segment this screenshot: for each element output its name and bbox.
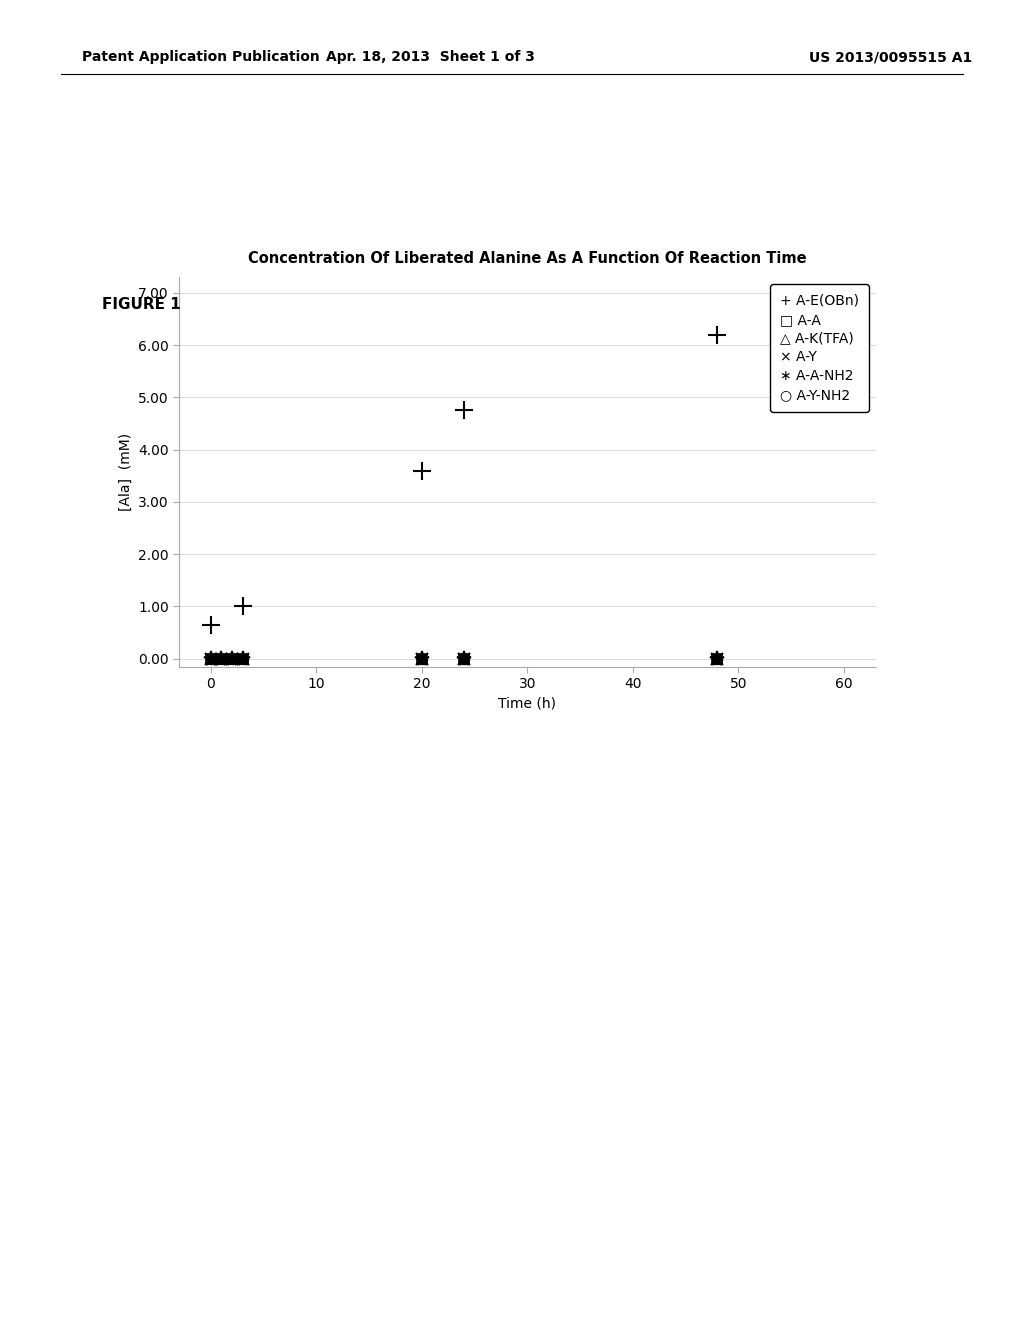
Line: A-E(OBn): A-E(OBn) <box>202 326 726 634</box>
A-Y-NH2 <box>226 651 239 667</box>
A-A-NH2 <box>215 651 227 667</box>
Line: A-A-NH2: A-A-NH2 <box>203 651 725 667</box>
Title: Concentration Of Liberated Alanine As A Function Of Reaction Time: Concentration Of Liberated Alanine As A … <box>248 251 807 267</box>
Text: Apr. 18, 2013  Sheet 1 of 3: Apr. 18, 2013 Sheet 1 of 3 <box>326 50 535 65</box>
A-Y-NH2 <box>205 651 217 667</box>
Legend: + A-E(OBn), □ A-A, △ A-K(TFA), × A-Y, ∗ A-A-NH2, ○ A-Y-NH2: + A-E(OBn), □ A-A, △ A-K(TFA), × A-Y, ∗ … <box>770 284 868 412</box>
Line: A-A: A-A <box>206 653 722 664</box>
A-Y-NH2 <box>237 651 249 667</box>
A-E(OBn) <box>711 327 723 343</box>
Line: A-K(TFA): A-K(TFA) <box>206 653 722 664</box>
A-Y-NH2 <box>416 651 428 667</box>
A-Y-NH2 <box>711 651 723 667</box>
A-Y-NH2 <box>458 651 470 667</box>
A-E(OBn) <box>458 403 470 418</box>
A-E(OBn) <box>205 616 217 632</box>
A-A <box>215 651 227 667</box>
Text: Patent Application Publication: Patent Application Publication <box>82 50 319 65</box>
A-E(OBn) <box>416 463 428 479</box>
A-Y <box>237 651 249 667</box>
A-A <box>205 651 217 667</box>
Text: FIGURE 1: FIGURE 1 <box>102 297 181 312</box>
A-Y <box>215 651 227 667</box>
Text: US 2013/0095515 A1: US 2013/0095515 A1 <box>809 50 972 65</box>
A-A <box>458 651 470 667</box>
A-Y <box>711 651 723 667</box>
A-A-NH2 <box>205 651 217 667</box>
A-A-NH2 <box>237 651 249 667</box>
A-K(TFA) <box>215 651 227 667</box>
A-A <box>226 651 239 667</box>
A-A-NH2 <box>711 651 723 667</box>
A-K(TFA) <box>226 651 239 667</box>
A-Y <box>205 651 217 667</box>
Y-axis label: [Ala]  (mM): [Ala] (mM) <box>119 433 132 511</box>
A-E(OBn) <box>237 598 249 614</box>
A-K(TFA) <box>237 651 249 667</box>
X-axis label: Time (h): Time (h) <box>499 697 556 710</box>
A-A <box>237 651 249 667</box>
A-A-NH2 <box>458 651 470 667</box>
A-A <box>711 651 723 667</box>
A-K(TFA) <box>711 651 723 667</box>
A-Y <box>226 651 239 667</box>
A-K(TFA) <box>458 651 470 667</box>
A-Y <box>416 651 428 667</box>
A-A <box>416 651 428 667</box>
A-Y-NH2 <box>215 651 227 667</box>
A-Y <box>458 651 470 667</box>
A-K(TFA) <box>416 651 428 667</box>
Line: A-Y-NH2: A-Y-NH2 <box>206 653 722 664</box>
A-A-NH2 <box>226 651 239 667</box>
Line: A-Y: A-Y <box>205 652 724 665</box>
A-K(TFA) <box>205 651 217 667</box>
A-A-NH2 <box>416 651 428 667</box>
